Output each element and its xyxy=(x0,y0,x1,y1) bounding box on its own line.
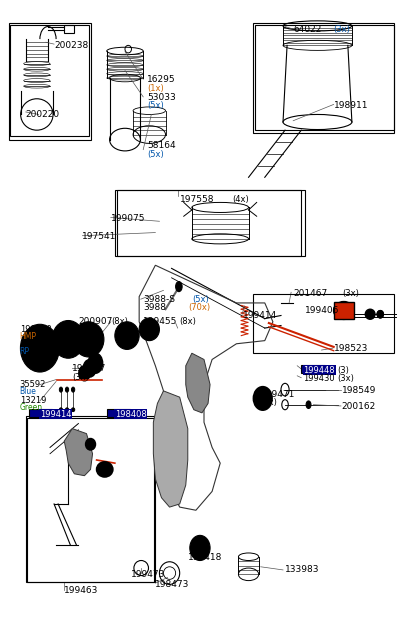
Text: 198473: 198473 xyxy=(155,580,190,589)
Text: Blue: Blue xyxy=(20,387,36,396)
Ellipse shape xyxy=(139,318,160,341)
Text: 58164: 58164 xyxy=(147,141,176,150)
Ellipse shape xyxy=(52,321,84,358)
Text: 16295: 16295 xyxy=(147,76,176,85)
Ellipse shape xyxy=(59,387,62,392)
Text: 3988: 3988 xyxy=(143,304,166,312)
Text: 35592: 35592 xyxy=(20,380,46,389)
Text: 199471: 199471 xyxy=(261,389,295,399)
Polygon shape xyxy=(186,353,210,413)
Bar xyxy=(29,409,53,417)
Text: 199380: 199380 xyxy=(20,325,51,334)
Bar xyxy=(253,293,395,353)
Text: 198523: 198523 xyxy=(334,345,368,353)
Ellipse shape xyxy=(365,309,375,319)
Ellipse shape xyxy=(306,401,311,408)
Text: 199448: 199448 xyxy=(303,365,335,375)
Text: 197418: 197418 xyxy=(188,553,222,562)
Ellipse shape xyxy=(258,392,268,404)
Text: 13219: 13219 xyxy=(20,396,46,406)
Text: 64022: 64022 xyxy=(293,25,322,34)
Text: (4x): (4x) xyxy=(233,195,249,204)
Text: 3988-S: 3988-S xyxy=(143,295,175,304)
Text: 198911: 198911 xyxy=(334,100,368,110)
Text: (3x): (3x) xyxy=(334,25,350,34)
Text: (1x): (1x) xyxy=(147,83,164,93)
Ellipse shape xyxy=(79,366,90,381)
Bar xyxy=(27,418,154,582)
Text: (5x): (5x) xyxy=(192,295,208,304)
Text: 197467: 197467 xyxy=(72,364,106,374)
Polygon shape xyxy=(64,428,93,476)
Text: 200907: 200907 xyxy=(78,317,113,326)
Ellipse shape xyxy=(334,302,354,319)
Bar xyxy=(117,190,301,256)
Ellipse shape xyxy=(377,310,384,318)
Text: (3x): (3x) xyxy=(342,289,359,298)
Ellipse shape xyxy=(97,462,113,477)
Ellipse shape xyxy=(83,360,96,377)
Text: HMP: HMP xyxy=(20,332,37,341)
Polygon shape xyxy=(153,391,188,507)
Ellipse shape xyxy=(190,535,210,560)
Text: 200220: 200220 xyxy=(26,110,60,119)
Ellipse shape xyxy=(73,322,104,357)
Ellipse shape xyxy=(59,408,62,411)
Text: 199398: 199398 xyxy=(20,340,51,349)
Text: (5x): (5x) xyxy=(147,101,164,110)
Bar xyxy=(334,302,354,319)
Text: 201467: 201467 xyxy=(293,289,327,298)
Text: (8x): (8x) xyxy=(180,317,197,326)
Text: (3x): (3x) xyxy=(261,398,277,407)
Ellipse shape xyxy=(175,281,182,292)
Bar xyxy=(255,25,395,130)
Bar xyxy=(9,23,91,139)
Text: (3): (3) xyxy=(338,365,350,375)
Text: 133983: 133983 xyxy=(285,565,319,574)
Bar xyxy=(301,365,325,374)
Text: 199463: 199463 xyxy=(64,586,99,595)
Bar xyxy=(26,416,155,582)
Bar xyxy=(107,409,130,417)
Text: (3x): (3x) xyxy=(338,374,355,383)
Ellipse shape xyxy=(71,387,75,392)
Text: 198549: 198549 xyxy=(342,386,376,395)
Text: 197558: 197558 xyxy=(180,195,214,204)
Text: 199473: 199473 xyxy=(131,570,165,579)
Ellipse shape xyxy=(86,439,95,450)
Bar xyxy=(64,25,74,33)
Text: 199414: 199414 xyxy=(40,410,71,418)
Text: 199414: 199414 xyxy=(242,311,277,320)
Text: Green: Green xyxy=(20,403,43,412)
Ellipse shape xyxy=(115,322,139,350)
Bar xyxy=(10,25,89,136)
Text: 199406: 199406 xyxy=(305,306,340,315)
Text: (70x): (70x) xyxy=(188,304,210,312)
Text: (5x): (5x) xyxy=(147,150,164,158)
Text: 200238: 200238 xyxy=(54,41,88,50)
Ellipse shape xyxy=(65,387,69,392)
Text: (8x): (8x) xyxy=(111,317,128,326)
Ellipse shape xyxy=(254,387,272,410)
Text: 199455: 199455 xyxy=(143,317,177,326)
Ellipse shape xyxy=(88,353,103,374)
Bar xyxy=(253,23,395,133)
Text: 200162: 200162 xyxy=(342,402,376,411)
Ellipse shape xyxy=(65,408,69,411)
Text: 53033: 53033 xyxy=(147,93,176,102)
Text: RP: RP xyxy=(20,347,30,356)
Text: 199075: 199075 xyxy=(111,214,145,223)
Ellipse shape xyxy=(20,324,59,372)
Text: 198408: 198408 xyxy=(115,410,146,418)
Bar xyxy=(115,190,305,256)
Text: 197541: 197541 xyxy=(82,232,117,242)
Text: (3x): (3x) xyxy=(72,372,89,382)
Ellipse shape xyxy=(71,408,75,411)
Text: 199430: 199430 xyxy=(303,374,335,383)
